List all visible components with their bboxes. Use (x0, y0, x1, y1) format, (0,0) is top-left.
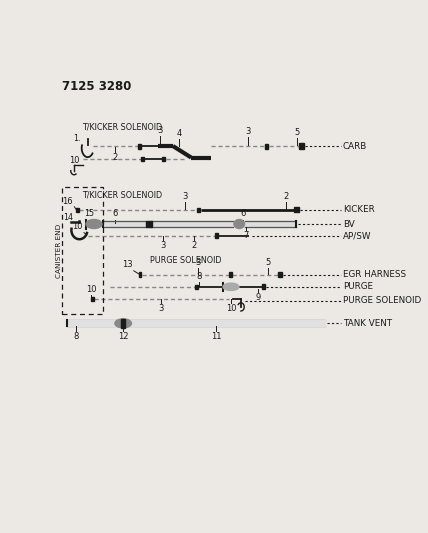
Text: 2: 2 (112, 153, 118, 162)
Text: 9: 9 (256, 293, 261, 302)
Text: 12: 12 (118, 333, 128, 341)
Ellipse shape (234, 220, 244, 229)
Bar (294, 207, 299, 212)
Text: PURGE: PURGE (343, 282, 373, 292)
Text: 3: 3 (160, 241, 166, 250)
Bar (229, 272, 232, 277)
Text: 3: 3 (158, 126, 163, 134)
Bar (262, 284, 265, 289)
Text: 11: 11 (211, 333, 221, 341)
Ellipse shape (223, 283, 239, 290)
Bar (137, 143, 140, 149)
Text: 15: 15 (84, 209, 95, 219)
Text: 5: 5 (266, 258, 271, 267)
Bar (196, 285, 198, 289)
Bar (139, 272, 141, 277)
Bar (278, 272, 282, 277)
Text: EGR HARNESS: EGR HARNESS (343, 270, 406, 279)
Bar (76, 207, 79, 212)
Text: 3: 3 (245, 127, 250, 136)
Text: 3: 3 (182, 192, 187, 200)
Text: KICKER: KICKER (343, 205, 374, 214)
Text: 8: 8 (73, 333, 79, 341)
Text: 7125 3280: 7125 3280 (62, 80, 131, 93)
Text: 8: 8 (197, 272, 202, 281)
Text: 2: 2 (283, 192, 288, 200)
Bar (215, 233, 218, 238)
Bar (149, 221, 152, 227)
Bar (300, 143, 304, 149)
Text: 6: 6 (240, 209, 245, 219)
Text: 7: 7 (243, 231, 249, 240)
Text: 1.: 1. (73, 134, 81, 143)
Text: TANK VENT: TANK VENT (343, 319, 392, 328)
Text: 10: 10 (226, 304, 236, 313)
Ellipse shape (86, 220, 102, 229)
Bar (91, 297, 94, 301)
Text: 3: 3 (159, 304, 164, 313)
Text: BV: BV (343, 220, 354, 229)
Text: AP/SW: AP/SW (343, 231, 371, 240)
Text: CARB: CARB (343, 142, 367, 150)
Bar (163, 157, 166, 161)
Bar (141, 157, 144, 161)
Text: PURGE SOLENOID: PURGE SOLENOID (150, 256, 221, 265)
Text: 10: 10 (69, 156, 80, 165)
Text: CANISTER END: CANISTER END (56, 223, 62, 278)
Text: 16: 16 (62, 197, 73, 206)
Text: 4: 4 (176, 129, 181, 138)
Bar (121, 319, 125, 328)
Bar (197, 207, 200, 212)
Bar (146, 221, 149, 227)
Bar (265, 143, 268, 149)
Text: 10: 10 (72, 222, 83, 231)
Text: 3: 3 (195, 258, 200, 267)
Text: 10: 10 (86, 285, 96, 294)
Ellipse shape (115, 319, 131, 328)
Text: 6: 6 (112, 209, 118, 219)
Text: 13: 13 (122, 260, 132, 269)
Text: PURGE SOLENOID: PURGE SOLENOID (343, 296, 421, 305)
Text: 14: 14 (63, 213, 73, 222)
Text: T/KICKER SOLENOID: T/KICKER SOLENOID (82, 190, 162, 199)
Text: T/KICKER SOLENOID: T/KICKER SOLENOID (82, 123, 162, 132)
Text: 5: 5 (294, 128, 300, 137)
Text: 2: 2 (192, 241, 197, 250)
Bar (62, 187, 103, 314)
